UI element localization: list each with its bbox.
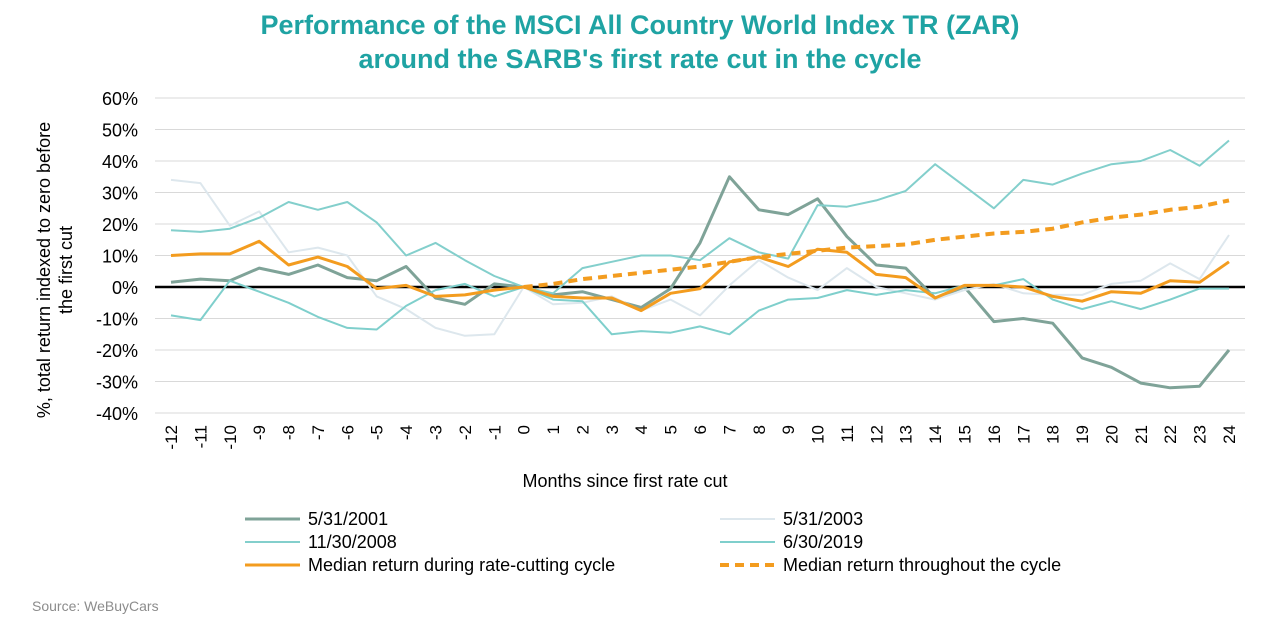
x-tick-label: -6	[338, 425, 357, 440]
x-tick-label: 15	[956, 425, 975, 444]
x-axis-ticks: -12 -11 -10 -9 -8 -7 -6 -5 -4 -3 -2 -1 0 1 2 3 4 5 6 7 8 9 10 1…	[162, 425, 1239, 450]
series-line-1	[170, 178, 1230, 337]
x-tick-label: 17	[1014, 425, 1033, 444]
y-tick-label: 60%	[102, 89, 138, 109]
x-tick-label: 9	[779, 425, 798, 434]
y-axis-label-line-2: the first cut	[56, 226, 76, 314]
x-tick-label: 18	[1044, 425, 1063, 444]
legend-label: Median return during rate-cutting cycle	[308, 555, 615, 575]
x-tick-label: 20	[1102, 425, 1121, 444]
x-tick-label: -2	[456, 425, 475, 440]
x-tick-label: 19	[1073, 425, 1092, 444]
legend-label: 6/30/2019	[783, 532, 863, 552]
x-tick-label: 5	[662, 425, 681, 434]
y-tick-label: 0%	[112, 278, 138, 298]
legend-label: 5/31/2003	[783, 509, 863, 529]
x-tick-label: -4	[397, 425, 416, 440]
x-tick-label: 6	[691, 425, 710, 434]
x-tick-label: -12	[162, 425, 181, 450]
y-tick-label: 10%	[102, 247, 138, 267]
source-note: Source: WeBuyCars	[32, 598, 159, 614]
y-tick-label: -30%	[96, 373, 138, 393]
y-axis-label-line-1: %, total return indexed to zero before	[34, 122, 54, 418]
legend-label: 11/30/2008	[308, 532, 397, 552]
x-tick-label: 23	[1191, 425, 1210, 444]
series-line-3	[170, 278, 1229, 336]
x-tick-label: 24	[1220, 425, 1239, 444]
y-tick-label: 30%	[102, 184, 138, 204]
x-tick-label: 22	[1161, 425, 1180, 444]
y-tick-label: 20%	[102, 215, 138, 235]
y-tick-label: -10%	[96, 310, 138, 330]
y-tick-label: 40%	[102, 152, 138, 172]
legend: 5/31/2001 5/31/2003 11/30/2008 6/30/2019 Med…	[245, 509, 1061, 575]
y-tick-label: -40%	[96, 404, 138, 424]
x-tick-label: 13	[897, 425, 916, 444]
x-tick-label: 21	[1132, 425, 1151, 444]
x-tick-label: 8	[750, 425, 769, 434]
x-tick-label: -5	[368, 425, 387, 440]
y-tick-label: -20%	[96, 341, 138, 361]
series-line-5	[523, 198, 1230, 289]
y-tick-label: 50%	[102, 121, 138, 141]
x-tick-label: 16	[985, 425, 1004, 444]
series-line-4	[170, 239, 1230, 313]
x-tick-label: -7	[309, 425, 328, 440]
chart-title-line-1: Performance of the MSCI All Country Worl…	[260, 10, 1020, 40]
x-tick-label: 1	[544, 425, 563, 434]
legend-label: Median return throughout the cycle	[783, 555, 1061, 575]
y-axis-ticks: -40% -30% -20% -10% 0% 10% 20% 30% 40% 50% 60%	[96, 89, 138, 424]
x-axis-label: Months since first rate cut	[522, 471, 727, 491]
series-line-0	[170, 175, 1231, 390]
x-tick-label: -11	[191, 425, 210, 448]
x-tick-label: -10	[221, 425, 240, 450]
legend-label: 5/31/2001	[308, 509, 388, 529]
gridlines	[155, 97, 1245, 414]
x-tick-label: -9	[250, 425, 269, 440]
x-tick-label: 10	[809, 425, 828, 444]
x-tick-label: 3	[603, 425, 622, 434]
x-tick-label: 7	[720, 425, 739, 434]
x-tick-label: 12	[867, 425, 886, 444]
x-tick-label: 11	[838, 425, 857, 443]
chart-title-line-2: around the SARB's first rate cut in the …	[358, 44, 922, 74]
series-line-2	[170, 139, 1230, 295]
x-tick-label: 2	[573, 425, 592, 434]
x-tick-label: -8	[280, 425, 299, 440]
x-tick-label: 4	[632, 425, 651, 434]
series-lines	[170, 139, 1231, 390]
x-tick-label: 0	[515, 425, 534, 434]
x-tick-label: 14	[926, 425, 945, 444]
x-tick-label: -1	[485, 425, 504, 440]
x-tick-label: -3	[427, 425, 446, 440]
